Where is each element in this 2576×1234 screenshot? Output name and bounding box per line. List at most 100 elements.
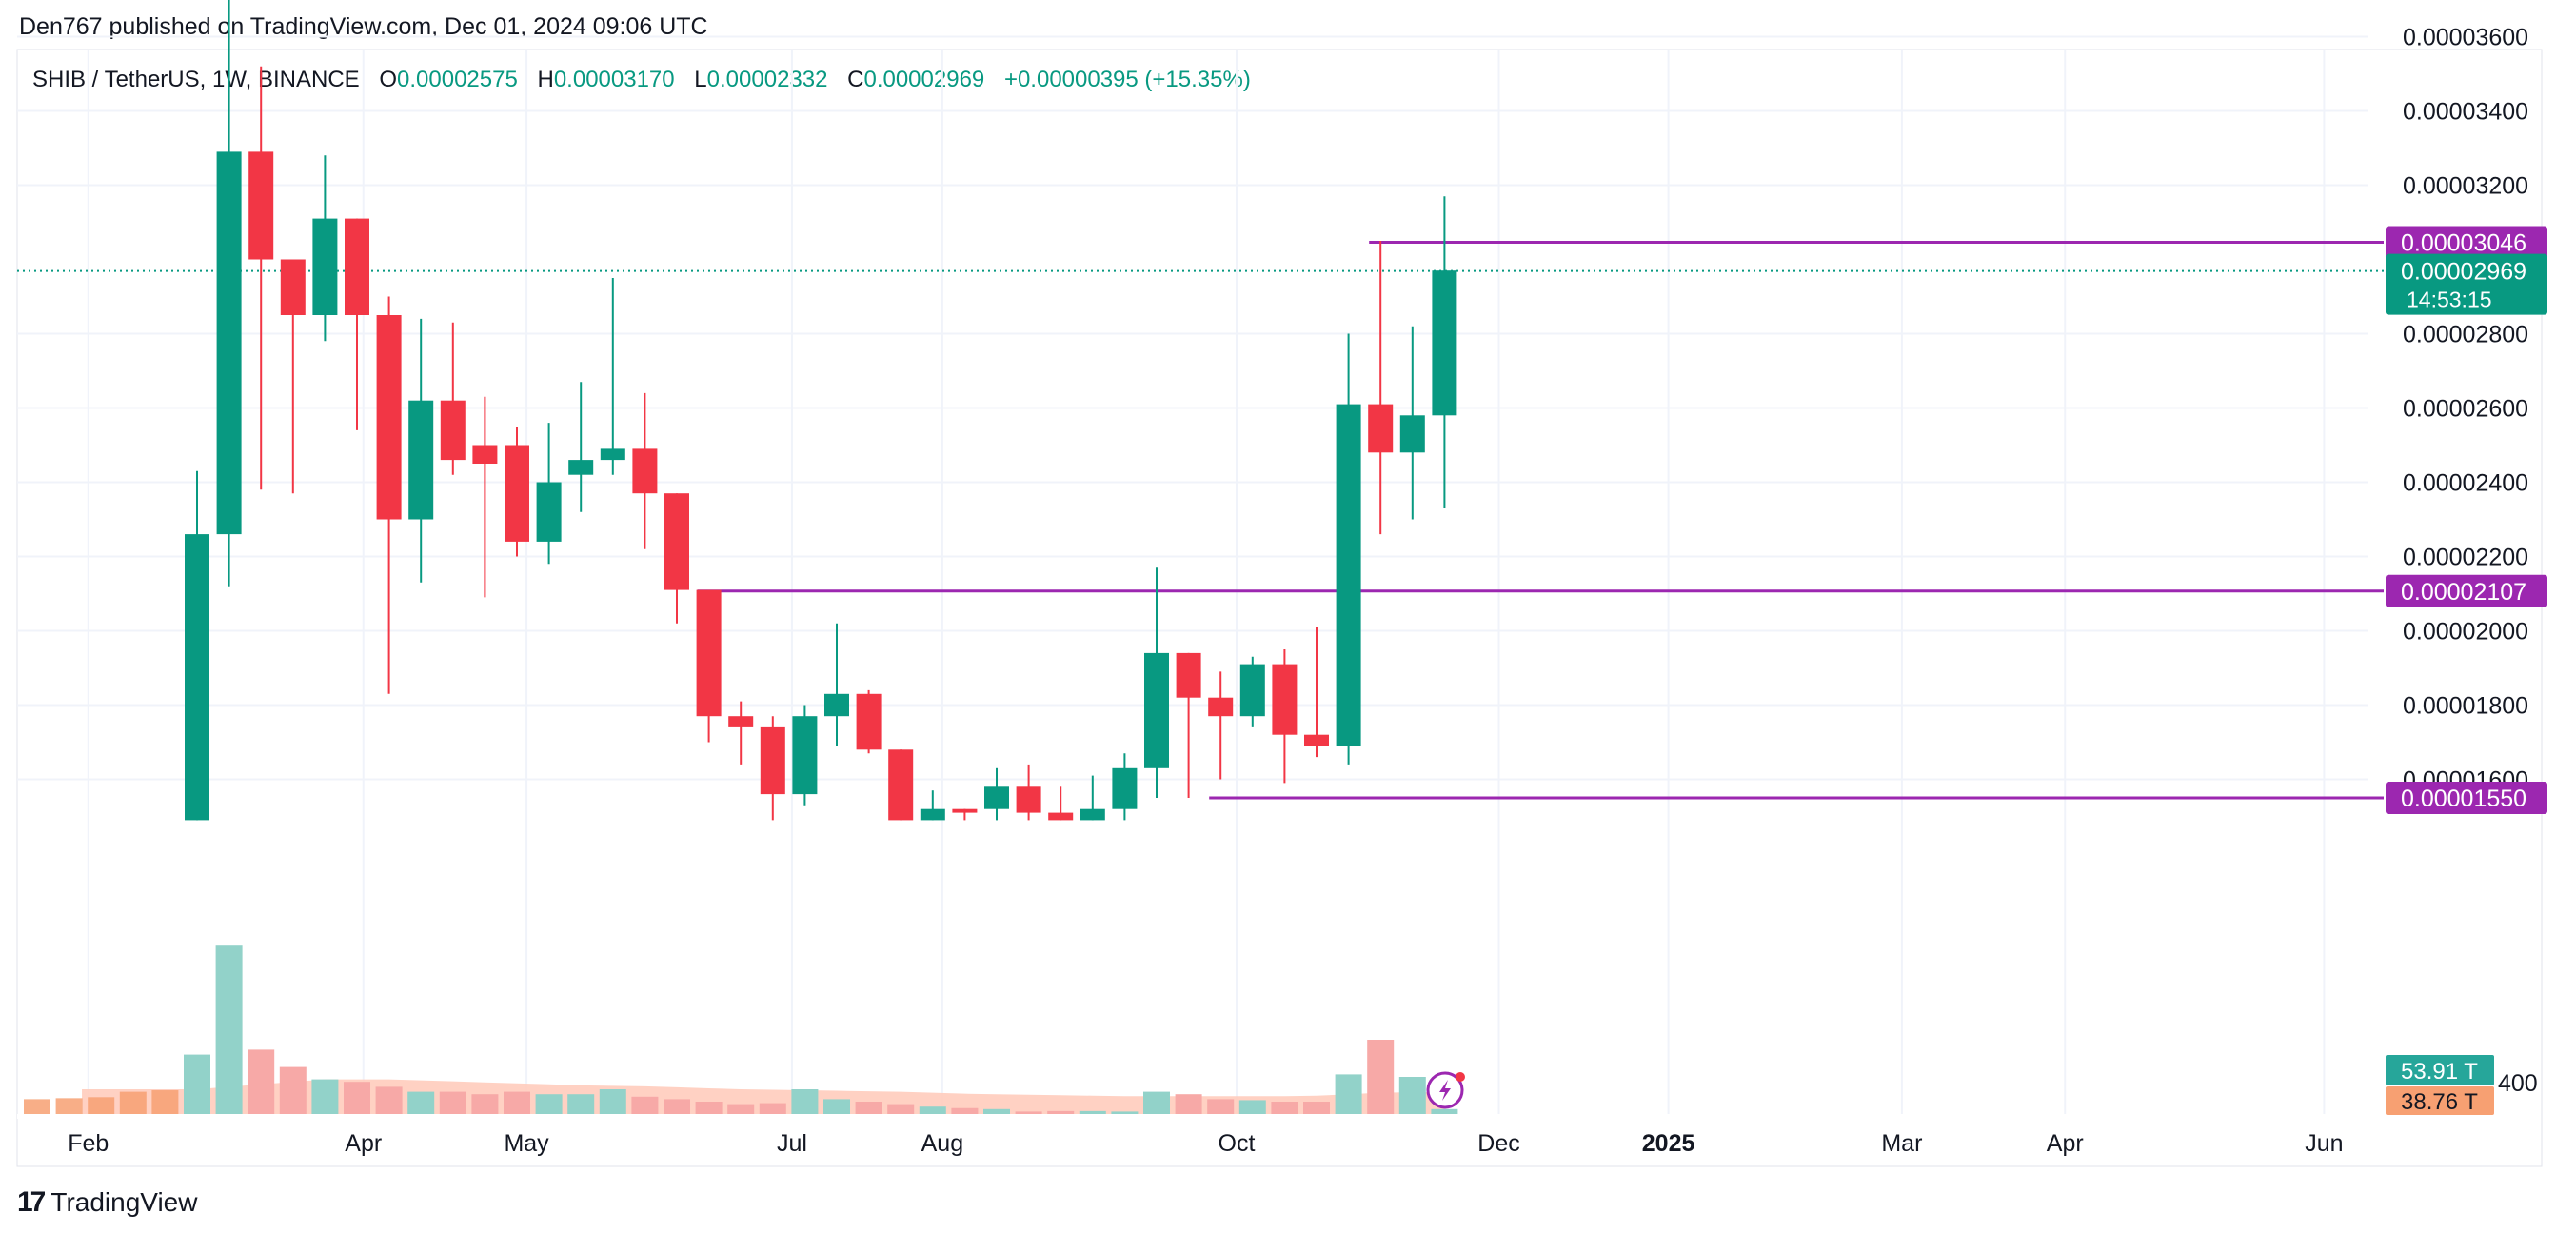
volume-bar <box>439 1091 466 1114</box>
high-label: H <box>537 67 554 92</box>
volume-bar <box>1398 1077 1426 1114</box>
y-tick-label: 0.00001800 <box>2403 693 2528 720</box>
candle-body <box>1112 767 1138 809</box>
candle-body <box>280 259 306 315</box>
x-tick-label: Feb <box>68 1130 109 1157</box>
candle-body <box>248 151 274 260</box>
candle-body <box>632 448 658 494</box>
volume-bar <box>919 1106 946 1114</box>
candle-body <box>1304 734 1329 746</box>
volume-bar <box>664 1099 690 1114</box>
volume-bar <box>1047 1110 1075 1114</box>
volume-bar <box>1015 1111 1042 1114</box>
open-value: 0.00002575 <box>397 67 518 92</box>
volume-bar <box>951 1107 979 1114</box>
volume-bar <box>567 1094 595 1114</box>
candle-body <box>952 808 978 813</box>
volume-bar <box>407 1091 435 1114</box>
volume-bar <box>471 1094 499 1114</box>
x-tick-label: Apr <box>345 1130 382 1157</box>
volume-bar <box>695 1102 723 1114</box>
y-tick-label: 0.00002200 <box>2403 545 2528 571</box>
candle-body <box>760 726 785 795</box>
candle-body <box>824 693 849 717</box>
last-price-tag <box>2386 253 2547 315</box>
candle-body <box>1399 415 1425 453</box>
x-tick-label: Jul <box>777 1130 807 1157</box>
volume-bar <box>1431 1108 1458 1114</box>
candle-body <box>472 445 498 464</box>
volume-bar <box>791 1089 819 1114</box>
volume-bar <box>24 1099 50 1114</box>
x-tick-label: Aug <box>921 1130 963 1157</box>
volume-bar <box>631 1096 659 1114</box>
volume-bar <box>344 1082 370 1114</box>
volume-bar <box>1207 1099 1235 1114</box>
countdown-label: 14:53:15 <box>2407 288 2492 312</box>
level-price-label: 0.00001550 <box>2401 786 2526 812</box>
candle-body <box>216 151 242 535</box>
low-value: 0.00002332 <box>706 67 828 92</box>
candle-body <box>536 482 562 542</box>
x-tick-label: Jun <box>2305 1130 2343 1157</box>
x-tick-label: Oct <box>1219 1130 1256 1157</box>
candle-body <box>345 218 369 315</box>
lightning-icon[interactable] <box>1426 1071 1465 1109</box>
x-tick-label: 2025 <box>1642 1130 1695 1157</box>
candle-body <box>185 534 209 821</box>
volume-bar <box>248 1049 275 1114</box>
level-price-tag <box>2386 782 2547 814</box>
y-tick-label: 0.00002800 <box>2403 322 2528 348</box>
volume-bar <box>504 1091 530 1114</box>
candle-body <box>920 808 945 821</box>
candle-body <box>1080 808 1105 821</box>
volume-ma-tag <box>2386 1086 2494 1115</box>
candle-body <box>312 218 338 315</box>
candle-body <box>1048 812 1074 821</box>
candle-body <box>1368 404 1394 453</box>
tradingview-mark-icon: 17 <box>17 1186 46 1218</box>
volume-bar <box>759 1103 786 1114</box>
volume-bar <box>1335 1074 1362 1114</box>
y-tick-label: 0.00003200 <box>2403 173 2528 200</box>
volume-ma-label: 38.76 T <box>2401 1089 2478 1115</box>
close-label: C <box>847 67 864 92</box>
volume-bar <box>599 1089 626 1114</box>
tradingview-logo[interactable]: 17 TradingView <box>17 1186 197 1219</box>
level-price-label: 0.00002107 <box>2401 579 2526 606</box>
symbol-legend[interactable]: SHIB / TetherUS, 1W, BINANCE O0.00002575… <box>32 67 1251 93</box>
volume-bar <box>983 1108 1010 1114</box>
candle-body <box>1336 404 1361 746</box>
volume-bar <box>119 1091 147 1114</box>
publisher-attribution: Den767 published on TradingView.com, Dec… <box>19 13 708 40</box>
level-price-tag <box>2386 574 2547 607</box>
candle-body <box>1144 652 1169 768</box>
volume-bar <box>855 1102 882 1114</box>
volume-bar <box>1271 1102 1298 1114</box>
volume-bar <box>1238 1100 1266 1114</box>
candle-body <box>1016 786 1041 813</box>
volume-bar <box>151 1090 179 1114</box>
candle-body <box>664 493 689 590</box>
volume-bar <box>1143 1091 1170 1114</box>
price-change: +0.00000395 (+15.35%) <box>1003 67 1251 92</box>
candle-body <box>792 716 818 795</box>
candle-body <box>440 400 466 461</box>
x-tick-label: Apr <box>2047 1130 2084 1157</box>
volume-bar <box>1079 1110 1106 1114</box>
volume-bar <box>535 1094 563 1114</box>
tradingview-logo-text: TradingView <box>50 1187 198 1217</box>
volume-bar <box>375 1086 403 1114</box>
candle-body <box>568 460 594 475</box>
candle-body <box>888 749 914 821</box>
candle-body <box>1176 652 1201 698</box>
volume-bar <box>55 1098 83 1114</box>
symbol-name[interactable]: SHIB / TetherUS, 1W, BINANCE <box>32 67 360 92</box>
candle-body <box>984 786 1009 809</box>
candle-body <box>1272 664 1298 735</box>
volume-bar <box>184 1054 210 1114</box>
volume-bar <box>1367 1040 1395 1114</box>
volume-bar <box>279 1066 307 1114</box>
x-tick-label: May <box>504 1130 549 1157</box>
